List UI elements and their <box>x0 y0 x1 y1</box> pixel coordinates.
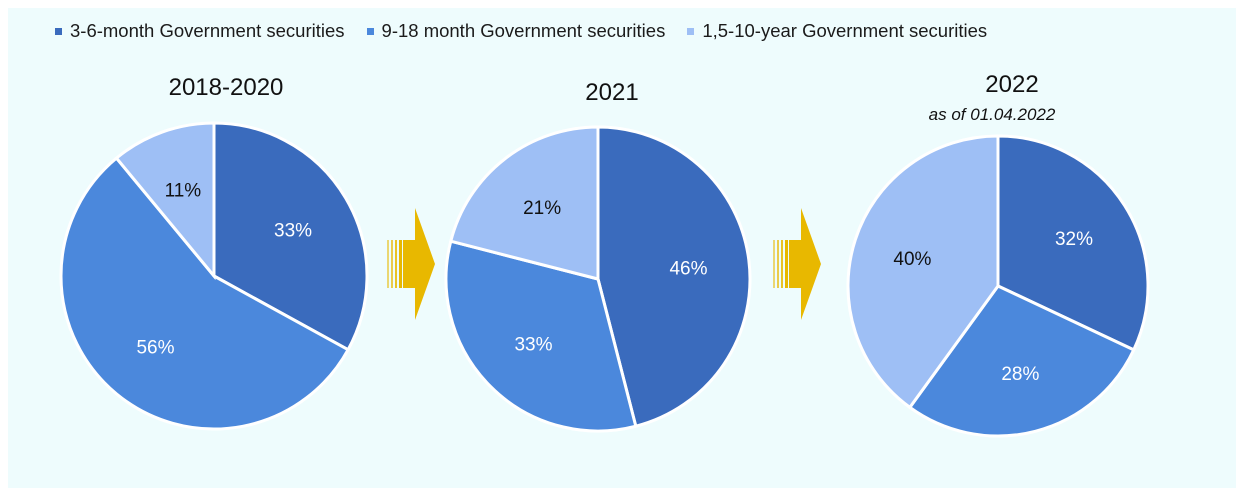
pie-title-2022: 2022 <box>985 71 1038 98</box>
slice-label-2022-1-5-10-year: 40% <box>893 249 931 270</box>
pie-slice-2018-2020-9-18-month <box>59 155 351 431</box>
slice-label-2022-9-18-month: 28% <box>1001 364 1039 385</box>
legend-swatch-1-5-10-year <box>687 27 695 35</box>
slice-label-2021-9-18-month: 33% <box>514 334 552 355</box>
transition-arrow-1 <box>387 208 435 320</box>
pie-subtitle-2022: as of 01.04.2022 <box>929 105 1056 124</box>
pie-slice-2018-2020-3-6-month <box>212 121 369 352</box>
pie-slice-2022-9-18-month <box>907 284 1136 438</box>
pie-slice-2021-3-6-month <box>596 125 752 429</box>
legend-item-1-5-10-year: 1,5-10-year Government securities <box>687 20 987 42</box>
slice-label-2021-3-6-month: 46% <box>669 259 707 280</box>
slice-label-2018-2020-1-5-10-year: 11% <box>165 181 202 202</box>
pie-slice-2018-2020-1-5-10-year <box>114 121 216 281</box>
pie-slice-2021-1-5-10-year <box>448 125 600 281</box>
pie-slice-2022-1-5-10-year <box>846 134 1000 410</box>
legend-label-3-6-month: 3-6-month Government securities <box>70 20 345 41</box>
legend-label-9-18-month: 9-18 month Government securities <box>381 20 666 41</box>
legend-item-9-18-month: 9-18 month Government securities <box>366 20 666 42</box>
legend-swatch-9-18-month <box>366 27 374 35</box>
slice-label-2018-2020-9-18-month: 56% <box>136 338 174 359</box>
pie-title-2021: 2021 <box>585 79 638 106</box>
transition-arrow-2 <box>773 208 821 320</box>
legend-item-3-6-month: 3-6-month Government securities <box>55 20 345 42</box>
chart-legend: 3-6-month Government securities 9-18 mon… <box>55 20 987 42</box>
slice-label-2021-1-5-10-year: 21% <box>523 198 561 219</box>
pie-slice-2021-9-18-month <box>444 239 638 433</box>
slice-label-2022-3-6-month: 32% <box>1055 229 1093 250</box>
slice-label-2018-2020-3-6-month: 33% <box>274 220 312 241</box>
legend-swatch-3-6-month <box>55 27 62 35</box>
legend-label-1-5-10-year: 1,5-10-year Government securities <box>702 20 988 41</box>
pie-title-2018-2020: 2018-2020 <box>169 74 284 101</box>
pie-slice-2022-3-6-month <box>996 134 1150 352</box>
